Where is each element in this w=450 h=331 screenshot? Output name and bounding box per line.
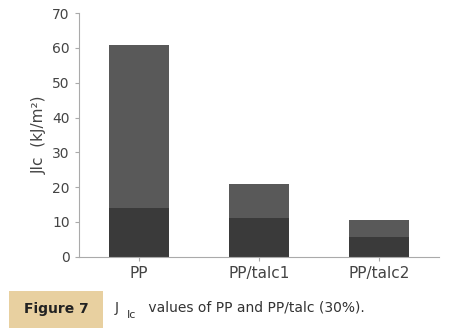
Y-axis label: JIc  (kJ/m²): JIc (kJ/m²)	[32, 96, 46, 174]
Bar	[349, 237, 409, 257]
Text: Ic: Ic	[127, 309, 137, 320]
FancyBboxPatch shape	[9, 291, 104, 328]
Bar	[109, 44, 169, 208]
Bar	[109, 208, 169, 257]
Bar	[349, 220, 409, 237]
Text: J: J	[115, 301, 119, 315]
Text: Figure 7: Figure 7	[24, 302, 89, 316]
Bar	[229, 218, 289, 257]
Bar	[229, 183, 289, 218]
Text: values of PP and PP/talc (30%).: values of PP and PP/talc (30%).	[144, 301, 365, 315]
